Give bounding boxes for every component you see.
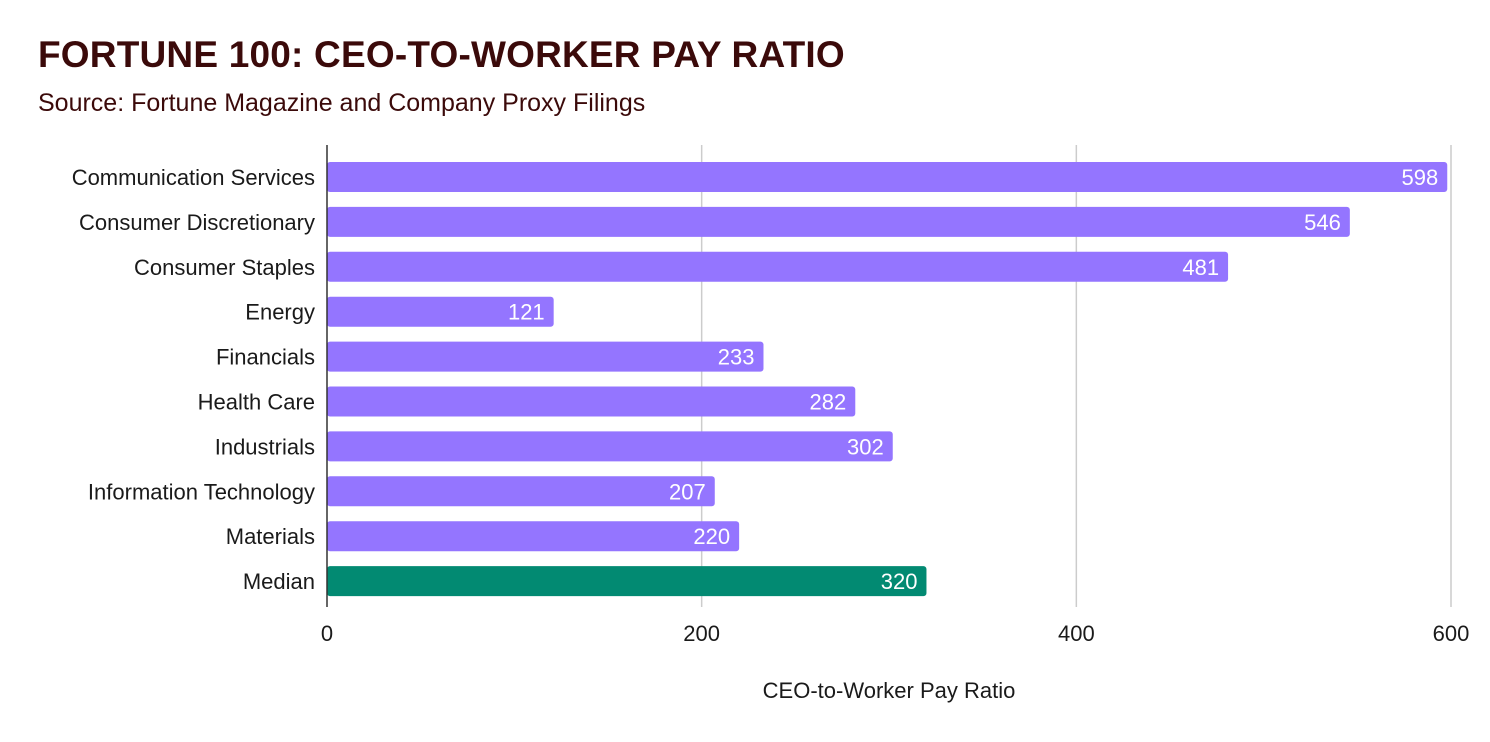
x-axis-ticks: 0 200 400 600 <box>321 621 1469 646</box>
value-label: 207 <box>669 479 706 504</box>
x-tick-label: 200 <box>683 621 720 646</box>
category-label: Health Care <box>198 390 315 415</box>
value-label: 546 <box>1304 210 1341 235</box>
category-label: Industrials <box>215 434 315 459</box>
bar-energy <box>327 296 554 327</box>
category-label: Financials <box>216 345 315 370</box>
category-label: Median <box>243 569 315 594</box>
bar-consumer-discretionary <box>327 206 1350 237</box>
bar-financials <box>327 341 764 372</box>
value-label: 220 <box>693 524 730 549</box>
labels: Communication Services 598 Consumer Discre… <box>72 165 1439 594</box>
x-axis-title: CEO-to-Worker Pay Ratio <box>763 678 1016 703</box>
bars <box>327 162 1448 597</box>
category-label: Consumer Discretionary <box>79 210 315 235</box>
bar-materials <box>327 521 740 552</box>
x-tick-label: 0 <box>321 621 333 646</box>
value-label: 481 <box>1182 255 1219 280</box>
bar-communication-services <box>327 162 1448 192</box>
category-label: Consumer Staples <box>134 255 315 280</box>
value-label: 320 <box>881 569 918 594</box>
value-label: 282 <box>810 390 847 415</box>
category-label: Communication Services <box>72 165 315 190</box>
chart-subtitle: Source: Fortune Magazine and Company Pro… <box>38 89 646 117</box>
value-label: 302 <box>847 434 884 459</box>
bar-median <box>327 566 927 597</box>
category-label: Energy <box>245 300 315 325</box>
bar-information-technology <box>327 476 715 507</box>
value-label: 233 <box>718 345 755 370</box>
category-label: Information Technology <box>88 479 315 504</box>
category-label: Materials <box>226 524 315 549</box>
x-tick-label: 600 <box>1433 621 1470 646</box>
value-label: 598 <box>1402 165 1439 190</box>
chart-title: FORTUNE 100: CEO-TO-WORKER PAY RATIO <box>38 34 845 75</box>
value-label: 121 <box>508 300 545 325</box>
bar-consumer-staples <box>327 251 1229 282</box>
bar-industrials <box>327 431 893 462</box>
x-tick-label: 400 <box>1058 621 1095 646</box>
bar-health-care <box>327 386 856 417</box>
